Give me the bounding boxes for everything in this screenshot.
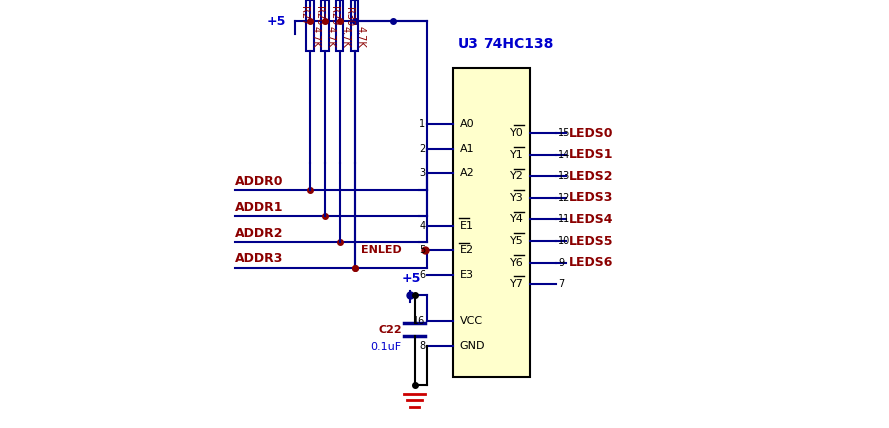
Bar — [306, 0, 314, 51]
Text: LEDS5: LEDS5 — [569, 235, 613, 247]
Text: 6: 6 — [419, 270, 425, 280]
Bar — [351, 0, 358, 51]
Bar — [321, 0, 329, 51]
Text: LEDS3: LEDS3 — [569, 191, 613, 205]
Text: 8: 8 — [419, 341, 425, 351]
Text: 9: 9 — [558, 258, 564, 268]
Text: 5: 5 — [419, 245, 425, 255]
Text: ADDR3: ADDR3 — [235, 253, 284, 265]
Text: Y3: Y3 — [510, 193, 524, 203]
Text: E3: E3 — [460, 270, 474, 280]
Text: 4.7K: 4.7K — [310, 26, 321, 48]
Text: LEDS1: LEDS1 — [569, 148, 613, 161]
Text: 10: 10 — [558, 236, 570, 246]
Text: 1: 1 — [419, 119, 425, 129]
Text: ADDR0: ADDR0 — [235, 175, 284, 188]
Text: R29: R29 — [329, 6, 339, 26]
Text: Y6: Y6 — [510, 258, 524, 268]
Text: Y2: Y2 — [509, 171, 524, 181]
Text: 16: 16 — [413, 316, 425, 326]
Text: Y1: Y1 — [510, 150, 524, 160]
Text: VCC: VCC — [460, 316, 483, 326]
Text: E1: E1 — [460, 221, 474, 231]
Text: 14: 14 — [558, 150, 570, 160]
Text: A1: A1 — [460, 144, 474, 154]
Text: 7: 7 — [558, 279, 565, 289]
Text: 3: 3 — [419, 168, 425, 178]
Text: ADDR1: ADDR1 — [235, 201, 284, 214]
Text: 11: 11 — [558, 214, 570, 224]
Text: LEDS6: LEDS6 — [569, 256, 613, 269]
Text: 0.1uF: 0.1uF — [371, 342, 402, 352]
Text: 2: 2 — [419, 144, 425, 154]
Bar — [453, 68, 530, 377]
Text: 4.7K: 4.7K — [340, 26, 350, 48]
Text: R30: R30 — [344, 6, 354, 26]
Text: 15: 15 — [558, 128, 571, 138]
Text: 12: 12 — [558, 193, 571, 203]
Text: R28: R28 — [314, 6, 324, 26]
Text: 74HC138: 74HC138 — [483, 37, 553, 51]
Text: LEDS4: LEDS4 — [569, 213, 613, 226]
Text: 4: 4 — [419, 221, 425, 231]
Text: Y5: Y5 — [510, 236, 524, 246]
Text: U3: U3 — [457, 37, 478, 51]
Text: GND: GND — [460, 341, 485, 351]
Text: +5: +5 — [267, 15, 286, 28]
Text: Y7: Y7 — [509, 279, 524, 289]
Text: E2: E2 — [460, 245, 474, 255]
Text: Y0: Y0 — [510, 128, 524, 138]
Text: A0: A0 — [460, 119, 474, 129]
Text: R27: R27 — [299, 6, 308, 26]
Text: Y4: Y4 — [509, 214, 524, 224]
Text: ENLED: ENLED — [361, 245, 402, 255]
Text: 4.7K: 4.7K — [325, 26, 336, 48]
Text: 13: 13 — [558, 171, 570, 181]
Bar — [336, 0, 343, 51]
Text: +5: +5 — [402, 272, 421, 285]
Text: LEDS2: LEDS2 — [569, 170, 613, 183]
Text: A2: A2 — [460, 168, 474, 178]
Text: C22: C22 — [378, 324, 402, 335]
Text: ADDR2: ADDR2 — [235, 227, 284, 240]
Text: 4.7K: 4.7K — [356, 26, 365, 48]
Text: LEDS0: LEDS0 — [569, 127, 613, 140]
